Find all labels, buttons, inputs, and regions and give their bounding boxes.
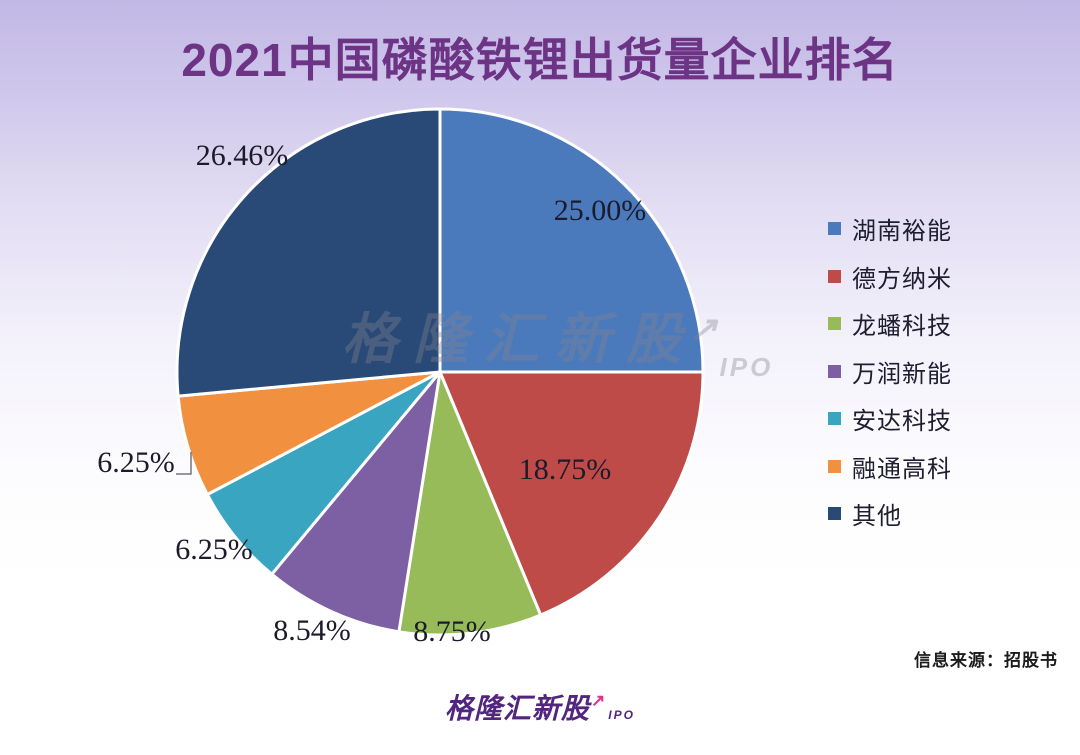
legend-item-5: 安达科技	[828, 395, 952, 443]
legend-marker	[828, 412, 841, 426]
footer-logo: 格隆汇新股 ↗ IPO	[0, 692, 1080, 723]
legend-marker	[828, 364, 841, 378]
trend-arrow-icon: ↗	[591, 691, 606, 710]
chart-title: 2021中国磷酸铁锂出货量企业排名	[181, 34, 899, 86]
pie-label-7: 26.46%	[195, 139, 289, 172]
pie-label-3: 8.75%	[413, 615, 491, 648]
legend-label: 安达科技	[852, 409, 952, 436]
legend-marker	[828, 507, 841, 521]
pie-slice-1	[438, 107, 705, 374]
legend-label: 德方纳米	[852, 266, 952, 293]
legend-marker	[828, 317, 841, 331]
legend-item-2: 德方纳米	[828, 253, 952, 301]
pie-slice-4	[270, 370, 442, 634]
legend-item-6: 融通高科	[828, 443, 952, 491]
legend-item-4: 万润新能	[828, 348, 952, 396]
pie-slice-3	[397, 370, 543, 637]
legend-marker	[828, 269, 841, 283]
pie-label-2: 18.75%	[518, 453, 612, 486]
pie-label-5: 6.25%	[175, 533, 253, 566]
legend-item-7: 其他	[828, 490, 952, 538]
legend-marker	[828, 459, 841, 473]
legend-label: 湖南裕能	[852, 219, 952, 246]
legend: 湖南裕能德方纳米龙蟠科技万润新能安达科技融通高科其他	[828, 205, 952, 538]
pie-slice-2	[438, 370, 705, 617]
legend-label: 其他	[852, 504, 902, 531]
pie-label-6: 6.25%	[97, 446, 175, 479]
legend-label: 融通高科	[852, 456, 952, 483]
pie-label-4: 8.54%	[273, 614, 351, 647]
legend-label: 龙蟠科技	[852, 314, 952, 341]
label-leader-line	[176, 452, 192, 475]
legend-marker	[828, 222, 841, 236]
pie-label-1: 25.00%	[553, 194, 647, 227]
pie-slice-7	[175, 107, 442, 398]
legend-item-3: 龙蟠科技	[828, 300, 952, 348]
source-note: 信息来源：招股书	[914, 651, 1058, 670]
footer-logo-text: 格隆汇新股	[445, 693, 591, 724]
footer-logo-suffix: IPO	[608, 708, 635, 722]
legend-item-1: 湖南裕能	[828, 205, 952, 253]
legend-label: 万润新能	[852, 361, 952, 388]
